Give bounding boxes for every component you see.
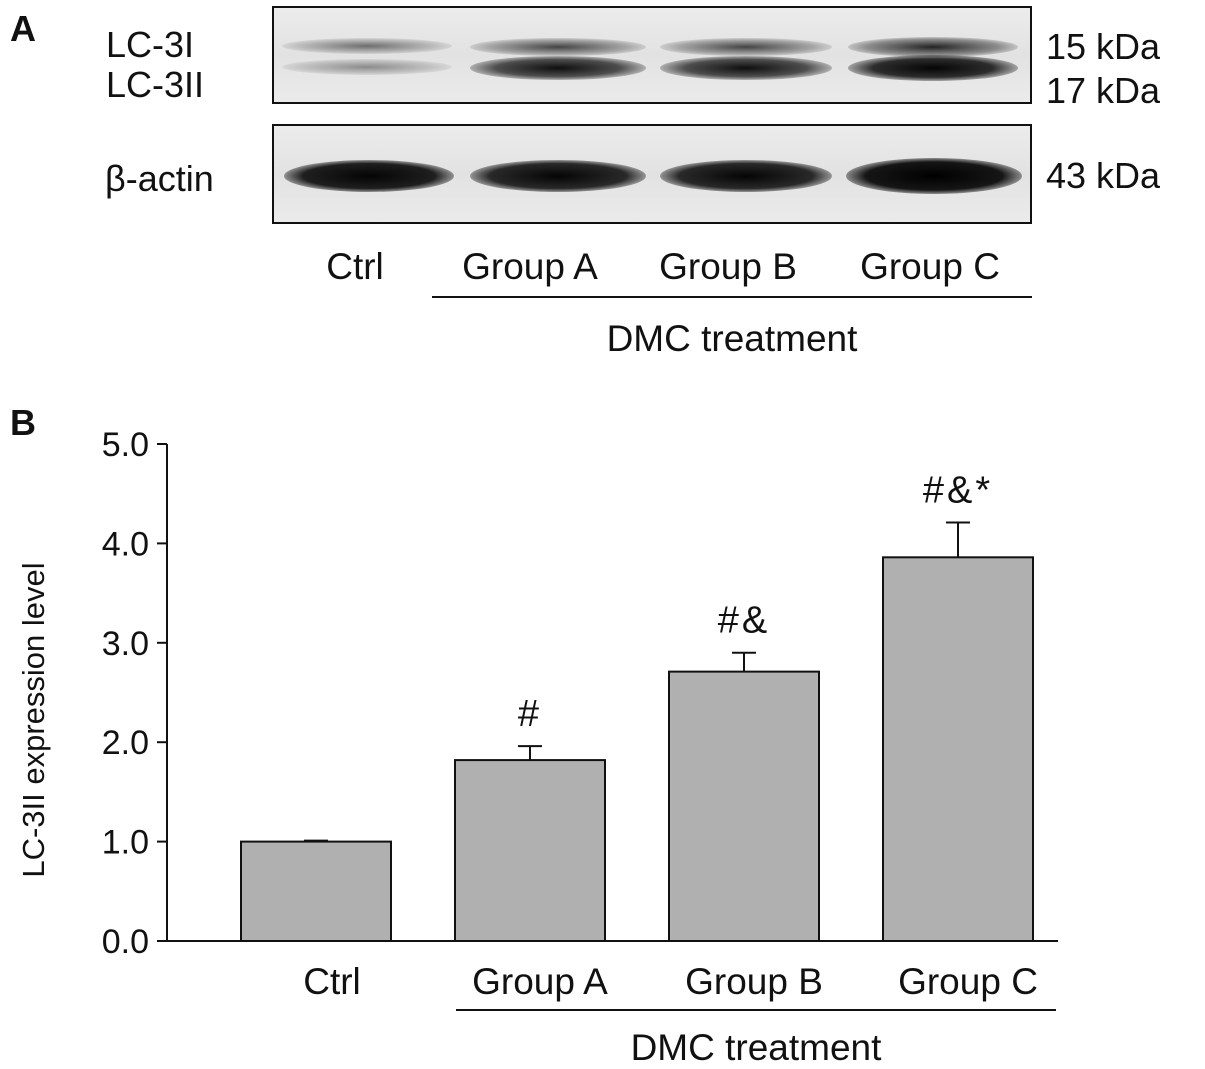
lane-label-ctrl: Ctrl bbox=[326, 246, 384, 287]
kda-17-label: 17 kDa bbox=[1046, 70, 1161, 111]
bar-group-c bbox=[882, 556, 1034, 942]
x-tick-label: Group A bbox=[472, 961, 608, 1002]
lc3-i-band-group-b bbox=[660, 38, 832, 56]
lc3-i-band-group-a bbox=[470, 38, 646, 56]
lc3-i-label: LC-3I bbox=[106, 24, 195, 65]
y-tick-label: 0.0 bbox=[102, 923, 149, 961]
lane-label-group-b: Group B bbox=[659, 246, 797, 287]
actin-band-group-a bbox=[470, 160, 646, 192]
y-axis-label: LC-3II expression level bbox=[16, 562, 51, 877]
kda-43-label: 43 kDa bbox=[1046, 155, 1161, 196]
y-tick-label: 3.0 bbox=[102, 625, 149, 663]
lane-label-group-c: Group C bbox=[860, 246, 1000, 287]
bar-group-a bbox=[454, 759, 606, 942]
lc3-i-band-ctrl bbox=[282, 38, 452, 54]
actin-blot bbox=[272, 124, 1032, 224]
treatment-label-a: DMC treatment bbox=[606, 318, 858, 359]
actin-band-group-b bbox=[660, 160, 832, 192]
y-tick-label: 5.0 bbox=[102, 426, 149, 464]
panel-a-letter: A bbox=[10, 8, 36, 49]
lc3-ii-band-ctrl bbox=[282, 59, 452, 75]
actin-band-group-c bbox=[846, 158, 1022, 194]
lc3-blot bbox=[272, 6, 1032, 104]
y-tick-label: 4.0 bbox=[102, 525, 149, 563]
kda-15-label: 15 kDa bbox=[1046, 26, 1161, 67]
x-tick-label: Ctrl bbox=[303, 961, 361, 1002]
lc3-ii-label: LC-3II bbox=[106, 64, 205, 105]
lane-label-group-a: Group A bbox=[462, 246, 598, 287]
lc3-i-band-group-c bbox=[848, 37, 1018, 57]
treatment-underline-a bbox=[432, 296, 1032, 298]
lc3-ii-band-group-c bbox=[848, 55, 1018, 81]
panel-b-letter: B bbox=[10, 402, 36, 443]
beta-actin-label: β-actin bbox=[105, 158, 214, 199]
significance-annotation: #&* bbox=[923, 470, 993, 512]
actin-band-ctrl bbox=[284, 160, 454, 192]
x-tick-label: Group B bbox=[685, 961, 823, 1002]
y-tick-label: 1.0 bbox=[102, 824, 149, 862]
significance-annotation: #& bbox=[718, 600, 770, 642]
bar-group-b bbox=[668, 670, 820, 942]
bar-ctrl bbox=[240, 840, 392, 942]
significance-annotation: # bbox=[518, 693, 542, 735]
treatment-label-b: DMC treatment bbox=[631, 1027, 883, 1068]
lc3-ii-band-group-a bbox=[470, 56, 646, 80]
x-tick-label: Group C bbox=[898, 961, 1038, 1002]
lc3-ii-band-group-b bbox=[660, 56, 832, 80]
y-tick-label: 2.0 bbox=[102, 724, 149, 762]
